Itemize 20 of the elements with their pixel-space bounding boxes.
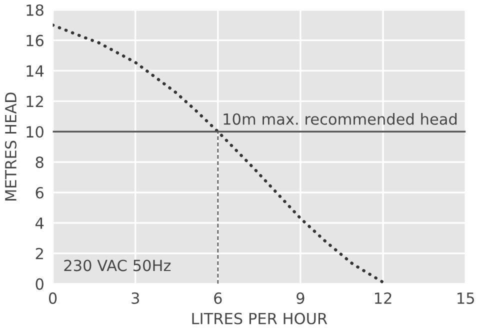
ref-line-label: 10m max. recommended head	[224, 113, 457, 125]
y-tick-label: 8	[36, 156, 44, 168]
y-axis-title: METRES HEAD	[4, 92, 17, 201]
x-tick-label: 15	[458, 292, 474, 304]
x-tick-label: 9	[296, 292, 304, 304]
y-tick-label: 0	[36, 278, 44, 290]
x-tick-label: 12	[375, 292, 392, 304]
x-tick-label: 6	[214, 292, 222, 304]
annotation: 230 VAC 50Hz	[64, 260, 171, 272]
y-tick-label: 14	[26, 65, 44, 77]
x-tick-label: 3	[132, 292, 139, 304]
y-tick-label: 6	[36, 186, 44, 199]
y-tick-label: 18	[26, 4, 44, 16]
x-axis-title: LITRES PER HOUR	[192, 312, 328, 324]
y-tick-label: 4	[35, 218, 44, 229]
y-tick-label: 16	[26, 34, 44, 46]
y-tick-label: 10	[26, 126, 44, 138]
y-tick-label: 2	[36, 248, 43, 260]
x-tick-label: 0	[48, 292, 57, 304]
y-tick-label: 12	[26, 96, 43, 108]
